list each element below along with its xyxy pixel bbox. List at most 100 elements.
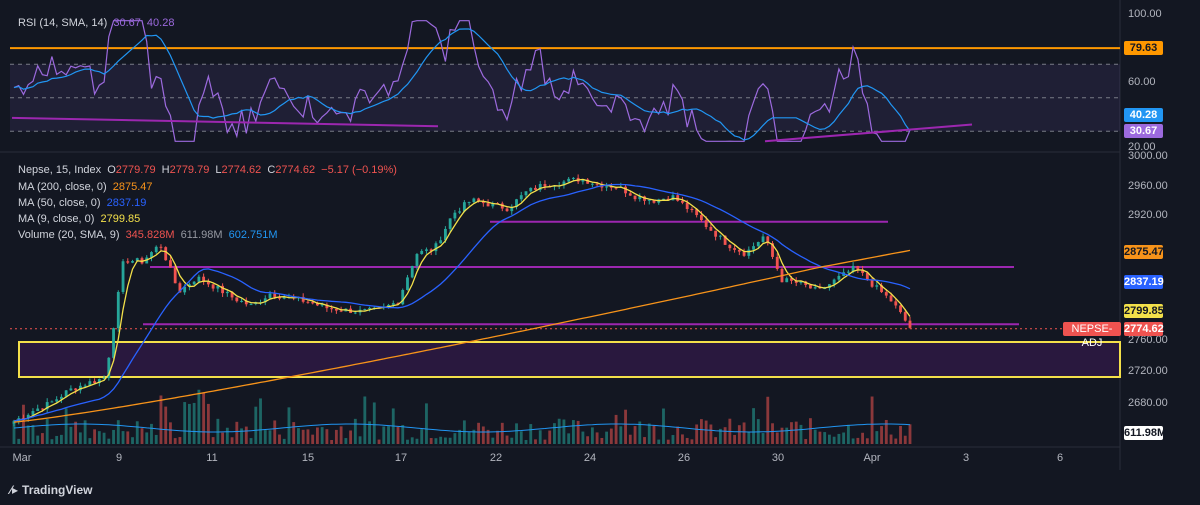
candle-body [832, 279, 836, 285]
volume-bar [695, 424, 699, 444]
ohlc-o-label: O [107, 164, 116, 176]
volume-bar [31, 425, 35, 444]
candle-body [221, 285, 225, 294]
volume-bar [524, 439, 528, 444]
volume-bar [406, 439, 409, 444]
volume-bar [666, 439, 670, 444]
rsi-value-badge: 30.67 [1124, 124, 1163, 138]
candle-body [908, 320, 912, 328]
candle-body [827, 284, 831, 288]
candle-body [733, 248, 737, 250]
candle-body [761, 236, 765, 243]
volume-bar [353, 418, 357, 444]
candle-body [159, 246, 163, 248]
ma200-line [13, 249, 911, 423]
rsi-trendline-2 [764, 123, 973, 143]
candle-body [785, 278, 789, 283]
ma50-legend-value: 2837.19 [106, 197, 147, 209]
volume-bar [529, 424, 533, 444]
rsi-legend-name: RSI (14, SMA, 14) [18, 17, 108, 29]
time-axis-label: 26 [677, 452, 691, 464]
volume-bar [339, 426, 343, 444]
volume-bar [154, 434, 158, 444]
volume-bar [150, 423, 153, 444]
time-axis-label: 3 [962, 452, 970, 464]
volume-bar [624, 409, 627, 444]
candle-body [652, 199, 656, 203]
volume-bar [586, 436, 590, 444]
volume-bar [55, 435, 59, 444]
volume-bar [230, 437, 234, 444]
price-legend-ohlc: Nepse, 15, Index O2779.79 H2779.79 L2774… [18, 164, 400, 176]
candle-body [339, 310, 343, 312]
volume-bar [41, 433, 44, 444]
volume-bar [510, 437, 514, 444]
price-tag-badge: NEPSE-ADJ [1063, 322, 1121, 349]
ma50-legend-name: MA (50, close, 0) [18, 197, 101, 209]
candle-body [150, 252, 153, 258]
volume-bar [97, 431, 101, 444]
candle-body [846, 271, 850, 273]
volume-bar [131, 437, 134, 444]
volume-bar [401, 425, 405, 444]
volume-bar [766, 396, 770, 444]
volume-bar [287, 407, 291, 444]
ma200-legend: MA (200, close, 0) 2875.47 [18, 181, 155, 193]
tradingview-logo[interactable]: ⁄▸ TradingView [10, 483, 93, 497]
volume-bar [851, 438, 855, 444]
candle-body [301, 296, 305, 302]
volume-bar [472, 429, 476, 444]
price-badge: 2774.62 [1124, 322, 1164, 336]
candle-body [353, 312, 357, 314]
volume-bar [804, 439, 808, 444]
time-axis-label: 22 [489, 452, 503, 464]
candle-body [794, 280, 798, 283]
volume-bar [311, 434, 315, 444]
volume-bar [870, 396, 874, 444]
candle-body [695, 209, 699, 216]
candle-body [609, 186, 613, 188]
rsi-trendline-1 [11, 116, 439, 128]
candle-body [45, 402, 49, 410]
ohlc-change: −5.17 (−0.19%) [321, 164, 397, 176]
candle-body [368, 307, 371, 310]
candle-body [116, 291, 120, 329]
volume-bar [534, 439, 537, 444]
volume-bar [832, 436, 836, 444]
candle-body [263, 298, 267, 303]
volume-bar [486, 429, 490, 444]
volume-bar [496, 430, 499, 444]
time-axis-label: 24 [583, 452, 597, 464]
volume-bar [605, 431, 609, 444]
volume-bar [737, 425, 741, 444]
candle-body [325, 304, 329, 309]
volume-bar [477, 422, 481, 444]
volume-bar [116, 420, 120, 444]
volume-bar [169, 422, 172, 444]
footer-bar [0, 470, 1200, 505]
time-axis-label: 9 [115, 452, 123, 464]
candle-body [173, 267, 177, 284]
volume-bar [434, 438, 438, 444]
ma9-legend-value: 2799.85 [100, 213, 141, 225]
candle-body [510, 206, 514, 212]
candle-body [571, 177, 575, 179]
volume-bar [306, 429, 310, 444]
candle-body [97, 379, 101, 384]
volume-legend-value1: 345.828M [125, 229, 175, 241]
time-axis-label: Mar [12, 452, 32, 464]
candle-body [401, 289, 405, 305]
volume-bar [443, 437, 447, 444]
candle-body [225, 291, 229, 294]
rsi-axis-label: 60.00 [1128, 76, 1156, 88]
volume-bar [45, 418, 49, 444]
candle-body [83, 385, 87, 387]
volume-bar [126, 431, 130, 444]
candle-body [107, 357, 111, 379]
volume-bar [415, 438, 419, 444]
candle-body [775, 256, 779, 269]
candle-body [884, 292, 888, 296]
candle-body [662, 198, 665, 200]
volume-bar [790, 422, 793, 444]
